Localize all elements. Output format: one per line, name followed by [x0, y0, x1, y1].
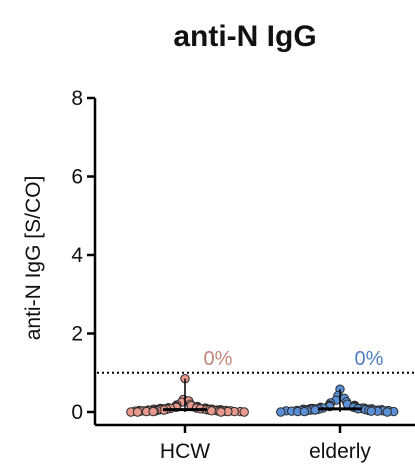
elderly-data-point: [382, 407, 392, 417]
chart-title: anti-N IgG: [173, 20, 316, 53]
median-lines: [163, 378, 362, 412]
x-ticks: HCW elderly: [160, 425, 371, 463]
hcw-data-point: [148, 406, 158, 417]
y-tick-label: 0: [71, 401, 83, 424]
y-tick-label: 4: [71, 244, 83, 267]
hcw-data-point: [239, 407, 249, 417]
x-tick-label: HCW: [160, 440, 210, 463]
y-tick-label: 6: [71, 166, 83, 189]
y-tick-label: 8: [71, 87, 83, 110]
hcw-data-point: [206, 406, 217, 416]
y-axis-label: anti-N IgG [S/CO]: [22, 176, 45, 341]
elderly-data-point: [276, 407, 286, 417]
y-ticks: 0 2 4 6 8: [71, 87, 95, 424]
elderly-data-point: [299, 406, 310, 417]
elderly-data-point: [366, 406, 376, 416]
hcw-data-point: [132, 407, 143, 417]
positive-percent-label: 0%: [204, 348, 233, 370]
x-tick-label: elderly: [309, 440, 371, 463]
y-tick-label: 2: [71, 323, 83, 346]
hcw-data-point: [216, 407, 226, 417]
positive-percent-label: 0%: [355, 348, 384, 370]
positive-percent-labels: 0% 0%: [204, 348, 384, 370]
